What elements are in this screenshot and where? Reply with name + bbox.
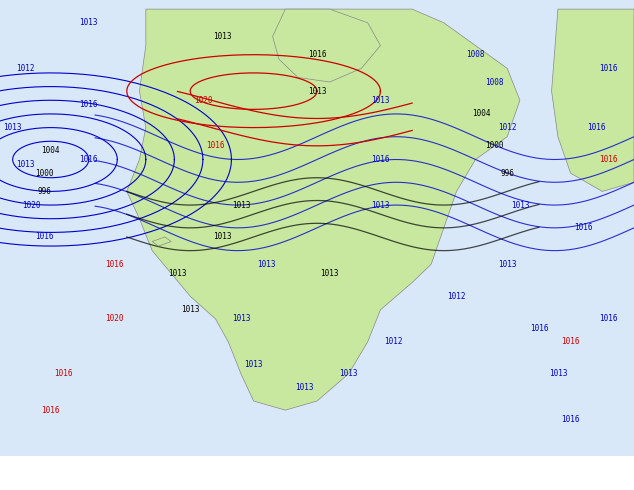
Text: 1004: 1004 xyxy=(472,109,491,119)
Polygon shape xyxy=(273,9,380,82)
Polygon shape xyxy=(552,9,634,192)
Text: 1013: 1013 xyxy=(307,87,327,96)
Text: 1013: 1013 xyxy=(231,200,250,210)
Text: 1008: 1008 xyxy=(466,50,485,59)
Text: We 26-06-2024 12:00 UTC (12+48): We 26-06-2024 12:00 UTC (12+48) xyxy=(401,462,621,474)
Text: 1016: 1016 xyxy=(599,155,618,164)
Text: 1000: 1000 xyxy=(485,141,504,150)
Text: 1016: 1016 xyxy=(574,223,593,232)
Text: 1016: 1016 xyxy=(586,123,605,132)
Text: 1012: 1012 xyxy=(447,292,466,301)
Text: © weatheronline.co.uk: © weatheronline.co.uk xyxy=(472,478,621,490)
Text: 1016: 1016 xyxy=(599,315,618,323)
Text: 996: 996 xyxy=(37,187,51,196)
Text: 1016: 1016 xyxy=(105,260,124,269)
Text: 1013: 1013 xyxy=(548,369,567,378)
Text: 1016: 1016 xyxy=(41,406,60,415)
Text: 1016: 1016 xyxy=(561,337,580,346)
Text: 1012: 1012 xyxy=(498,123,517,132)
Text: 1016: 1016 xyxy=(599,64,618,73)
Text: 1020: 1020 xyxy=(105,315,124,323)
Text: 1013: 1013 xyxy=(244,360,263,369)
Polygon shape xyxy=(127,9,520,410)
Text: 1008: 1008 xyxy=(485,77,504,87)
Text: 1013: 1013 xyxy=(295,383,314,392)
Text: 1013: 1013 xyxy=(371,200,390,210)
Text: 1016: 1016 xyxy=(561,415,580,424)
Text: 1012: 1012 xyxy=(384,337,403,346)
Text: 1016: 1016 xyxy=(79,155,98,164)
Text: 1013: 1013 xyxy=(79,18,98,27)
Text: 1013: 1013 xyxy=(510,200,529,210)
Text: 1013: 1013 xyxy=(212,232,231,242)
Polygon shape xyxy=(152,237,171,246)
Text: 996: 996 xyxy=(500,169,514,178)
Text: 1013: 1013 xyxy=(231,315,250,323)
Text: 1013: 1013 xyxy=(257,260,276,269)
Text: 1016: 1016 xyxy=(54,369,73,378)
Text: 1020: 1020 xyxy=(22,200,41,210)
Bar xyxy=(0,456,634,490)
Text: 1013: 1013 xyxy=(498,260,517,269)
Text: 1000: 1000 xyxy=(35,169,54,178)
Text: 1004: 1004 xyxy=(41,146,60,155)
Text: 1013: 1013 xyxy=(371,96,390,105)
Text: 1012: 1012 xyxy=(16,64,35,73)
Text: 1016: 1016 xyxy=(371,155,390,164)
Text: 1016: 1016 xyxy=(79,100,98,109)
Text: 1016: 1016 xyxy=(307,50,327,59)
Text: Surface pressure [hPa] ECMWF: Surface pressure [hPa] ECMWF xyxy=(6,462,206,474)
Text: 1016: 1016 xyxy=(35,232,54,242)
Text: 1013: 1013 xyxy=(212,32,231,41)
Text: 1013: 1013 xyxy=(181,305,200,315)
Text: 1020: 1020 xyxy=(193,96,212,105)
Text: 1016: 1016 xyxy=(529,323,548,333)
Text: 1013: 1013 xyxy=(339,369,358,378)
Text: 1013: 1013 xyxy=(16,160,35,169)
Text: 1013: 1013 xyxy=(168,269,187,278)
Text: 1016: 1016 xyxy=(206,141,225,150)
Text: 1013: 1013 xyxy=(3,123,22,132)
Text: 1013: 1013 xyxy=(320,269,339,278)
